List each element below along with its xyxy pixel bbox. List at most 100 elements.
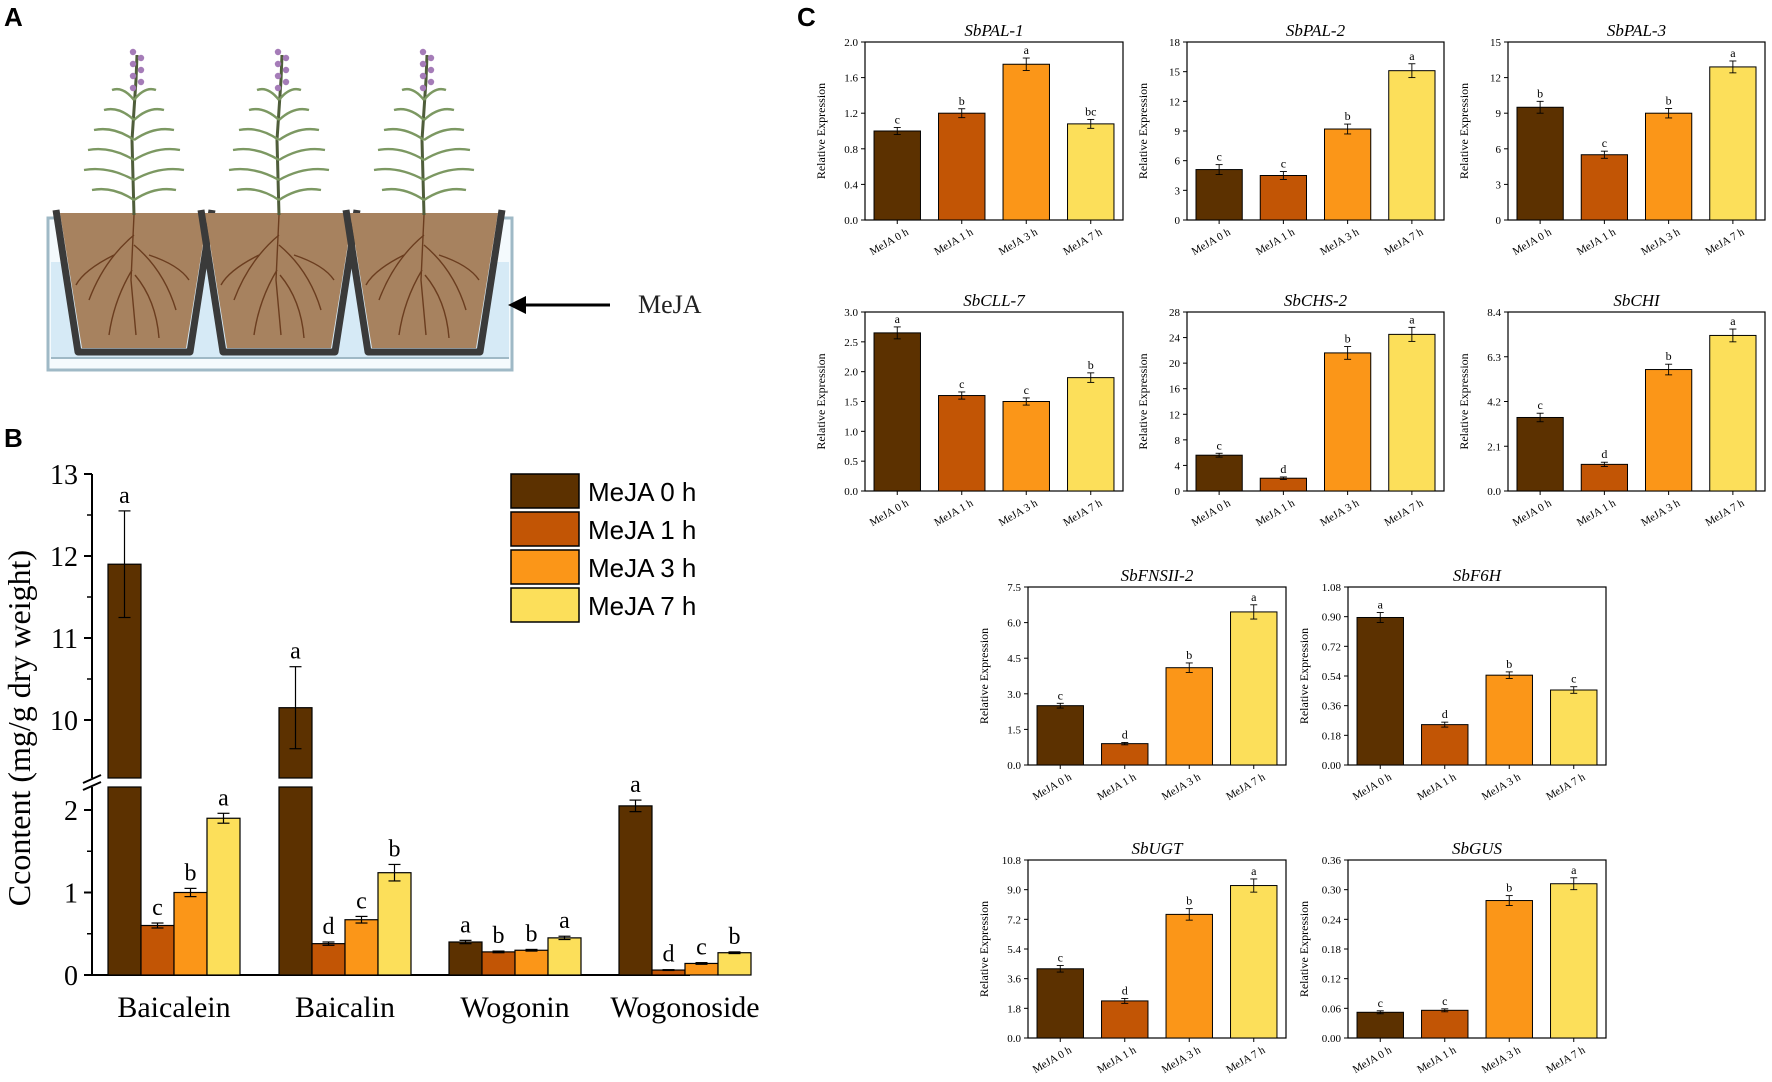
root [279, 274, 305, 339]
x-tick-label: MeJA 1 h [1575, 497, 1618, 529]
root [438, 254, 480, 281]
root [423, 244, 467, 311]
x-tick-label: MeJA 3 h [1318, 497, 1361, 529]
x-tick-label: MeJA 3 h [997, 226, 1040, 258]
y-tick-label: 5.4 [1007, 944, 1021, 956]
bar-rect [1259, 477, 1308, 492]
legend-swatch [510, 511, 580, 547]
y-tick-label: 0 [1496, 215, 1502, 227]
bar-rect [1002, 63, 1050, 221]
bar-rect [1421, 1009, 1469, 1039]
leaf [278, 147, 326, 162]
significance-letter: a [559, 908, 570, 934]
bar: a [1230, 590, 1278, 766]
significance-letter: a [1730, 46, 1736, 60]
significance-letter: b [1186, 648, 1192, 662]
flower [419, 48, 427, 56]
bar-rect [1036, 705, 1084, 766]
bar-rect [1259, 175, 1308, 221]
significance-letter: b [1666, 349, 1672, 363]
bar: c [938, 377, 986, 492]
pot-plant [342, 48, 506, 356]
chart-title: SbGUS [1452, 839, 1503, 858]
bar-rect [1709, 334, 1757, 492]
y-tick-label: 0.0 [1007, 1033, 1021, 1045]
flower [129, 72, 137, 80]
bar: d [1259, 462, 1308, 492]
bar: b [1323, 332, 1372, 492]
y-tick-label: 0.8 [844, 144, 858, 156]
y-tick-label: 15 [1169, 67, 1181, 79]
significance-letter: b [526, 921, 538, 947]
leaf [228, 167, 280, 182]
leaf [423, 147, 471, 162]
bar-rect [514, 949, 549, 976]
significance-letter: a [1251, 864, 1257, 878]
y-tick-label: 12 [1169, 96, 1180, 108]
bar: d [1101, 983, 1149, 1039]
bar-rect [873, 130, 921, 221]
y-tick-label: 3.6 [1007, 974, 1021, 986]
y-tick-label: 4.5 [1007, 653, 1021, 665]
y-tick-label: 1.5 [1007, 724, 1021, 736]
arrow-head-icon [508, 296, 526, 314]
flower [427, 54, 435, 62]
bar: a [1709, 46, 1757, 221]
x-tick-label: MeJA 3 h [1639, 226, 1682, 258]
expression-chart-SbFNSII-2: SbFNSII-2 0.0 1.5 3.0 4.5 6.0 7.5 Relative Expr… [977, 566, 1287, 803]
leaf [423, 167, 475, 182]
significance-letter: c [1602, 136, 1607, 150]
bar: a [278, 639, 313, 976]
y-tick-label: 0.00 [1322, 1033, 1342, 1045]
root [148, 254, 190, 281]
bar-rect [547, 937, 582, 976]
bar: d [1421, 707, 1469, 766]
bar: b [1165, 648, 1213, 766]
chart-title: SbFNSII-2 [1121, 566, 1194, 585]
y-tick-label: 0.30 [1322, 885, 1342, 897]
flower [282, 54, 290, 62]
y-tick-label: 1.6 [844, 73, 858, 85]
bar: a [1002, 43, 1050, 221]
expression-chart-SbGUS: SbGUS 0.00 0.06 0.12 0.18 0.24 0.30 0.36 Relativ… [1297, 839, 1607, 1076]
soil [350, 213, 498, 348]
x-tick-label: MeJA 1 h [1254, 497, 1297, 529]
flower [419, 60, 427, 68]
flower [274, 84, 282, 92]
y-tick-label: 8.4 [1487, 307, 1501, 319]
y-tick-label: 4.2 [1487, 397, 1501, 409]
significance-letter: c [1216, 438, 1221, 452]
significance-letter: c [1281, 157, 1286, 171]
x-tick-label: Wogonin [460, 991, 569, 1024]
significance-letter: b [1088, 358, 1094, 372]
significance-letter: d [1122, 727, 1128, 741]
x-tick-label: MeJA 3 h [1480, 771, 1523, 803]
leaf [248, 107, 280, 121]
y-tick-label: 0.4 [844, 179, 858, 191]
bar: d [311, 914, 346, 976]
y-tick-label: 0 [1175, 215, 1181, 227]
y-tick-label: 15 [1490, 37, 1502, 49]
legend-label: MeJA 3 h [588, 553, 696, 583]
x-tick-label: MeJA 0 h [1031, 1044, 1074, 1076]
bar: b [1323, 109, 1372, 221]
leaf [278, 87, 302, 101]
x-tick-label: MeJA 7 h [1224, 1044, 1267, 1076]
leaf [256, 87, 280, 101]
meja-label: MeJA [638, 290, 702, 319]
leaf [278, 187, 322, 201]
significance-letter: a [218, 785, 229, 811]
significance-letter: b [1506, 657, 1512, 671]
bar-rect [481, 951, 516, 976]
y-tick-label: 3.0 [844, 307, 858, 319]
significance-letter: c [1378, 996, 1383, 1010]
y-axis-label: Relative Expression [977, 901, 991, 997]
bar: a [547, 908, 582, 976]
x-tick-label: Baicalein [117, 991, 230, 1024]
y-tick-label: 2.5 [844, 337, 858, 349]
bar-lower-segment [107, 786, 142, 976]
significance-letter: a [460, 912, 471, 938]
x-tick-label: MeJA 0 h [1511, 226, 1554, 258]
